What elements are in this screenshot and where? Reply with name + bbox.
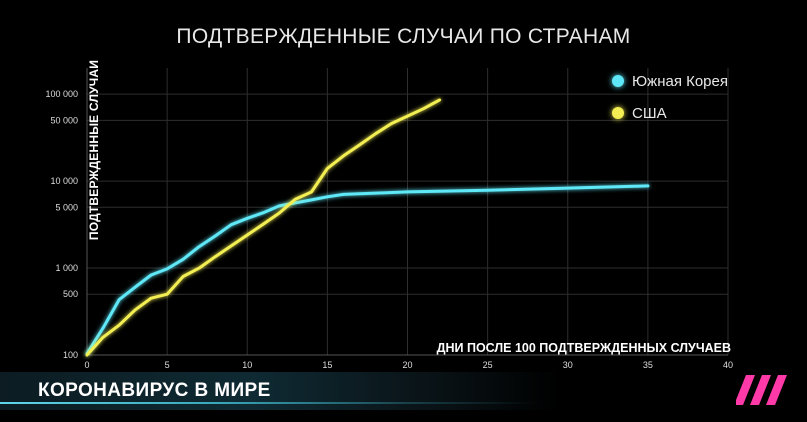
x-axis-label: ДНИ ПОСЛЕ 100 ПОДТВЕРЖДЕННЫХ СЛУЧАЕВ	[436, 341, 731, 355]
x-tick-label: 10	[242, 360, 252, 370]
y-tick-label: 50 000	[50, 115, 78, 125]
axis-ticks: 0 5 10 15 20 25 30 35 40 100 500 1 000 5 000 10 000 50…	[45, 89, 733, 370]
series-line-1	[85, 98, 442, 357]
legend-label: США	[632, 104, 667, 122]
chart-title: ПОДТВЕРЖДЕННЫЕ СЛУЧАИ ПО СТРАНАМ	[176, 25, 631, 48]
x-tick-label: 25	[483, 360, 493, 370]
legend-label: Южная Корея	[632, 72, 728, 90]
legend-dot-icon	[612, 75, 624, 87]
x-tick-label: 30	[563, 360, 573, 370]
x-tick-label: 5	[165, 360, 170, 370]
legend-item-usa: США	[612, 100, 728, 126]
legend-dot-icon	[612, 107, 624, 119]
banner-underline	[0, 402, 540, 404]
banner-title: КОРОНАВИРУС В МИРЕ	[38, 380, 271, 401]
series-line-0	[85, 184, 650, 355]
x-tick-label: 15	[322, 360, 332, 370]
y-axis-label: ПОДТВЕРЖДЕННЫЕ СЛУЧАИ	[87, 59, 101, 241]
y-tick-label: 100 000	[45, 89, 78, 99]
x-tick-label: 35	[643, 360, 653, 370]
legend-item-south-korea: Южная Корея	[612, 68, 728, 94]
x-tick-label: 0	[84, 360, 89, 370]
tv-rain-logo-icon	[736, 375, 787, 405]
legend: Южная Корея США	[612, 68, 728, 132]
y-tick-label: 10 000	[50, 176, 78, 186]
x-tick-label: 20	[402, 360, 412, 370]
y-tick-label: 1 000	[55, 263, 78, 273]
y-tick-label: 5 000	[55, 202, 78, 212]
series-lines	[85, 98, 650, 357]
y-tick-label: 500	[63, 289, 78, 299]
y-tick-label: 100	[63, 350, 78, 360]
grid	[86, 68, 729, 356]
x-tick-label: 40	[723, 360, 733, 370]
